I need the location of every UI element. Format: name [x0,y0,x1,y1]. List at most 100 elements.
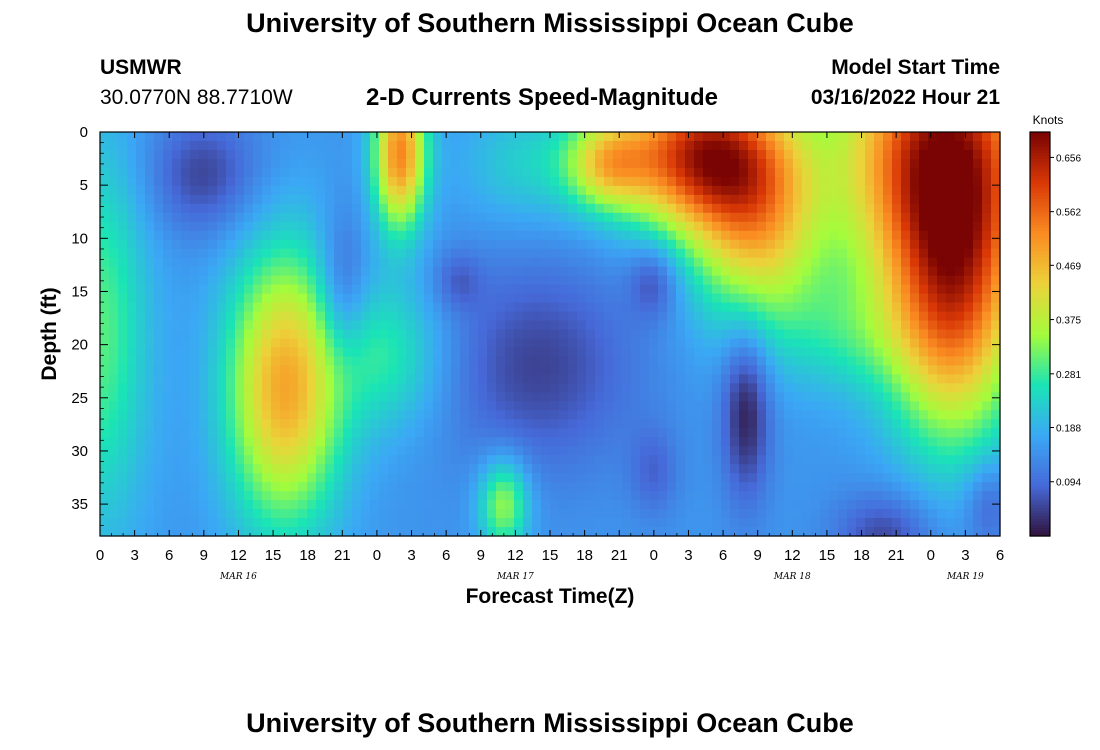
heatmap-cell [136,500,146,510]
heatmap-cell [766,329,776,340]
heatmap-cell [406,437,416,447]
heatmap-cell [685,347,695,358]
heatmap-cell [586,311,596,322]
heatmap-cell [991,392,1001,402]
heatmap-cell [766,230,776,241]
heatmap-cell [901,509,911,519]
heatmap-cell [109,194,119,205]
heatmap-cell [883,320,893,331]
heatmap-cell [505,509,515,519]
heatmap-cell [703,392,713,402]
heatmap-cell [208,284,218,295]
heatmap-cell [919,356,929,367]
heatmap-cell [397,257,407,268]
heatmap-cell [433,284,443,295]
heatmap-cell [109,455,119,465]
heatmap-cell [172,464,182,474]
heatmap-cell [217,500,227,510]
heatmap-cell [766,500,776,510]
heatmap-cell [775,383,785,393]
heatmap-cell [568,266,578,277]
heatmap-cell [271,284,281,295]
heatmap-cell [892,221,902,232]
heatmap-cell [928,140,938,151]
heatmap-cell [631,284,641,295]
heatmap-cell [469,437,479,447]
heatmap-cell [379,365,389,375]
heatmap-cell [316,392,326,402]
heatmap-cell [919,149,929,160]
heatmap-cell [505,437,515,447]
x-tick-label: 15 [819,547,836,564]
heatmap-cell [343,491,353,501]
heatmap-cell [127,176,137,187]
heatmap-cell [568,365,578,375]
heatmap-cell [586,338,596,349]
heatmap-cell [352,221,362,232]
heatmap-cell [910,437,920,447]
heatmap-cell [613,149,623,160]
heatmap-cell [541,203,551,214]
heatmap-cell [847,293,857,304]
heatmap-cell [307,167,317,178]
heatmap-cell [595,383,605,393]
heatmap-cell [352,374,362,384]
colorbar-frame [1029,131,1051,537]
heatmap-cell [613,302,623,313]
heatmap-cell [469,446,479,456]
heatmap-cell [154,500,164,510]
heatmap-cell [829,410,839,420]
heatmap-cell [730,230,740,241]
heatmap-cell [775,167,785,178]
heatmap-cell [433,239,443,250]
heatmap-cell [460,455,470,465]
heatmap-cell [928,212,938,223]
heatmap-cell [937,239,947,250]
heatmap-cell [577,383,587,393]
heatmap-cell [784,284,794,295]
heatmap-cell [307,140,317,151]
heatmap-cell [838,500,848,510]
heatmap-cell [622,374,632,384]
heatmap-cell [937,383,947,393]
heatmap-cell [901,293,911,304]
heatmap-cell [118,293,128,304]
heatmap-cell [622,347,632,358]
heatmap-cell [199,473,209,483]
heatmap-cell [334,446,344,456]
heatmap-cell [127,248,137,259]
heatmap-cell [901,194,911,205]
heatmap-cell [856,401,866,411]
heatmap-cell [541,302,551,313]
heatmap-cell [262,132,272,142]
heatmap-cell [874,194,884,205]
heatmap-cell [910,275,920,286]
heatmap-cell [559,428,569,438]
heatmap-cell [820,428,830,438]
heatmap-cell [235,491,245,501]
heatmap-cell [604,509,614,519]
heatmap-cell [550,455,560,465]
heatmap-cell [937,392,947,402]
heatmap-cell [748,230,758,241]
heatmap-cell [829,455,839,465]
heatmap-cell [721,158,731,169]
heatmap-cell [775,365,785,375]
heatmap-cell [244,491,254,501]
heatmap-cell [532,500,542,510]
heatmap-cell [190,302,200,313]
heatmap-cell [766,356,776,367]
heatmap-cell [757,320,767,331]
heatmap-cell [496,185,506,196]
heatmap-cell [631,356,641,367]
heatmap-cell [127,374,137,384]
heatmap-cell [550,446,560,456]
heatmap-cell [109,428,119,438]
heatmap-cell [874,446,884,456]
heatmap-cell [847,500,857,510]
heatmap-cell [613,338,623,349]
heatmap-cell [838,257,848,268]
heatmap-cell [325,356,335,367]
heatmap-cell [226,518,236,528]
heatmap-cell [460,311,470,322]
